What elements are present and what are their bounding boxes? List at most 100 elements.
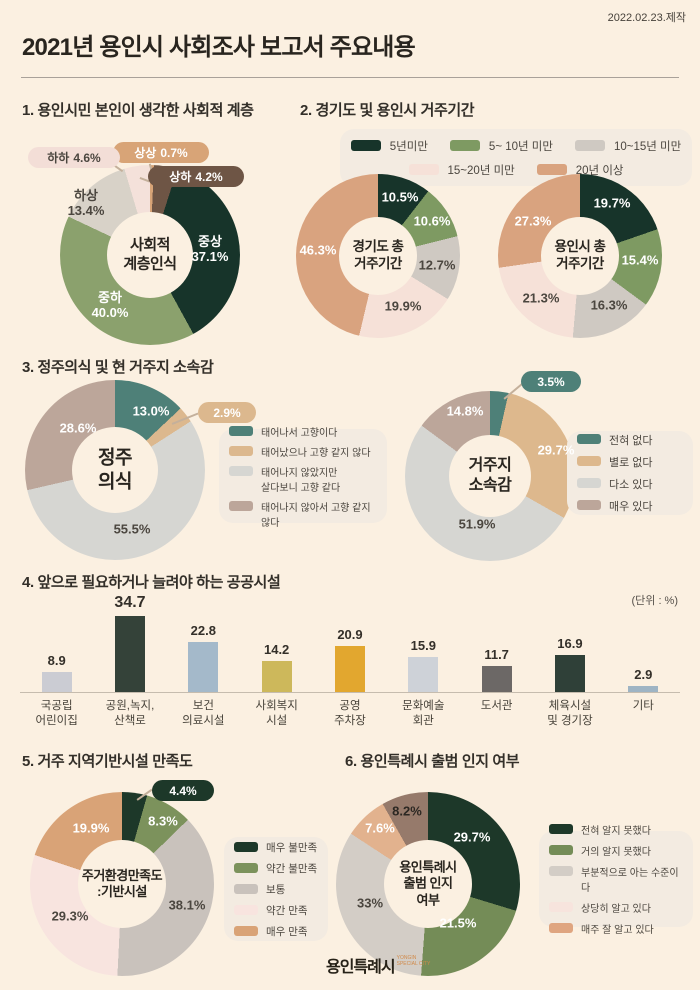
bar-column: 16.9 [533,636,606,692]
legend-swatch [449,140,480,151]
infra-satisfaction-legend: 매우 불만족 약간 불만족 보통 약간 만족 매우 만족 [224,837,328,941]
legend-swatch [549,866,573,876]
donut-slice-label: 46.3% [299,242,337,258]
donut-center-label: 용인특례시 출범 인지 여부 [399,859,457,908]
bar-column: 15.9 [387,638,460,692]
legend-item: 5~ 10년 미만 [449,138,553,154]
bar [628,686,659,692]
donut-slice-label: 21.5% [439,915,477,931]
bar-column: 8.9 [20,653,93,692]
legend-item: 태어났으나 고향 같지 않다 [229,444,377,459]
bar-column: 34.7 [93,594,166,692]
legend-item: 5년미만 [350,138,428,154]
legend-item: 약간 불만족 [234,861,318,876]
bar-column: 14.2 [240,642,313,692]
social-class-donut [60,165,240,345]
bar-column: 20.9 [313,627,386,692]
donut-slice-label: 19.9% [72,820,110,836]
legend-swatch [549,902,573,912]
donut-slice-label: 21.3% [522,290,560,306]
bar [188,642,219,692]
donut-center-label: 사회적 계층인식 [123,236,177,272]
legend-swatch [229,425,253,436]
page-title: 2021년 용인시 사회조사 보고서 주요내용 [22,34,416,61]
donut-slice-label: 12.7% [418,257,456,273]
legend-item: 약간 만족 [234,903,318,918]
section5-heading: 5. 거주 지역기반시설 만족도 [22,753,193,770]
callout-pill: 상하 4.2% [148,166,244,187]
section1-heading: 1. 용인시민 본인이 생각한 사회적 계층 [22,102,254,119]
legend-item: 태어나서 고향이다 [229,424,377,439]
donut-slice-label: 29.7% [453,829,491,845]
legend-item: 매우 있다 [577,498,683,514]
legend-swatch [229,465,253,476]
donut-slice-label: 29.3% [51,908,89,924]
infra-satisfaction-donut [30,792,214,976]
special-city-awareness-donut [336,792,520,976]
callout-pill: 상상 0.7% [113,142,209,163]
city-logo-text: 용인특례시 [326,959,396,976]
bar-column: 22.8 [167,623,240,692]
donut-slice-label: 27.3% [514,213,552,229]
made-date: 2022.02.23.제작 [607,12,686,24]
bar [261,661,292,692]
callout-pill: 4.4% [152,780,214,801]
legend-item: 거의 알지 못했다 [549,843,683,858]
legend-swatch [234,904,258,915]
donut-slice-label: 10.5% [381,189,419,205]
legend-item: 매주 잘 알고 있다 [549,921,683,936]
section2-heading: 2. 경기도 및 용인시 거주기간 [300,102,475,119]
donut-slice-label: 10.6% [413,213,451,229]
donut-slice-label: 15.4% [621,252,659,268]
legend-swatch [229,500,253,511]
bar [408,657,439,692]
awareness-legend: 전혀 알지 못했다 거의 알지 못했다 부분적으로 아는 수준이다 상당히 알고… [539,824,693,936]
section4-heading: 4. 앞으로 필요하거나 늘려야 하는 공공시설 [22,574,281,591]
legend-swatch [549,923,573,933]
bar [114,616,145,692]
legend-item: 상당히 알고 있다 [549,900,683,915]
legend-item: 다소 있다 [577,476,683,492]
residence-legend: 5년미만 5~ 10년 미만 10~15년 미만 15~20년 미만 20년 이… [340,129,692,186]
bar [334,646,365,692]
settlement-donut [25,380,205,560]
donut-center-label: 용인시 총 거주기간 [554,239,606,271]
bar [554,655,585,692]
bar-chart-categories: 국공립 어린이집 공원,녹지, 산책로 보건 의료시설 사회복지 시설 공영 주… [35,700,654,727]
bar [41,672,72,692]
donut-center-label: 경기도 총 거주기간 [352,239,404,271]
callout-pill: 3.5% [521,371,581,392]
donut-center-label: 주거환경만족도 :기반시설 [81,867,163,899]
donut-slice-label: 중상 37.1% [191,234,229,264]
legend-swatch [234,883,258,894]
city-logo-subtext: YONGIN SPECIAL CITY [396,955,431,967]
yongin-residence-donut [498,174,662,338]
settlement-legend: 태어나서 고향이다 태어났으나 고향 같지 않다 태어나지 않았지만 살다보니 … [219,425,387,529]
bar-column: 11.7 [460,647,533,692]
donut-slice-label: 28.6% [59,420,97,436]
donut-slice-label: 8.3% [148,813,178,829]
legend-item: 보통 [234,882,318,897]
donut-slice-label: 하상 13.4% [67,188,105,218]
city-logo: 용인특례시 YONGIN SPECIAL CITY [326,953,431,977]
legend-item: 15~20년 미만 [408,162,515,178]
legend-item: 10~15년 미만 [574,138,681,154]
donut-slice-label: 19.9% [384,298,422,314]
legend-swatch [574,140,605,151]
donut-slice-label: 51.9% [458,516,496,532]
legend-swatch [536,164,567,175]
legend-item: 부분적으로 아는 수준이다 [549,864,683,894]
donut-slice-label: 16.3% [590,297,628,313]
legend-item: 태어나지 않았지만 살다보니 고향 같다 [229,464,377,494]
legend-swatch [234,925,258,936]
donut-slice-label: 중하 40.0% [91,290,129,320]
donut-slice-label: 8.2% [392,803,422,819]
section6-heading: 6. 용인특례시 출범 인지 여부 [345,753,520,770]
donut-slice-label: 7.6% [365,820,395,836]
legend-swatch [234,862,258,873]
legend-item: 별로 없다 [577,454,683,470]
donut-center-label: 거주지 소속감 [468,457,512,494]
donut-slice-label: 29.7% [537,442,575,458]
callout-pill: 하하 4.6% [28,147,120,168]
legend-item: 전혀 알지 못했다 [549,822,683,837]
